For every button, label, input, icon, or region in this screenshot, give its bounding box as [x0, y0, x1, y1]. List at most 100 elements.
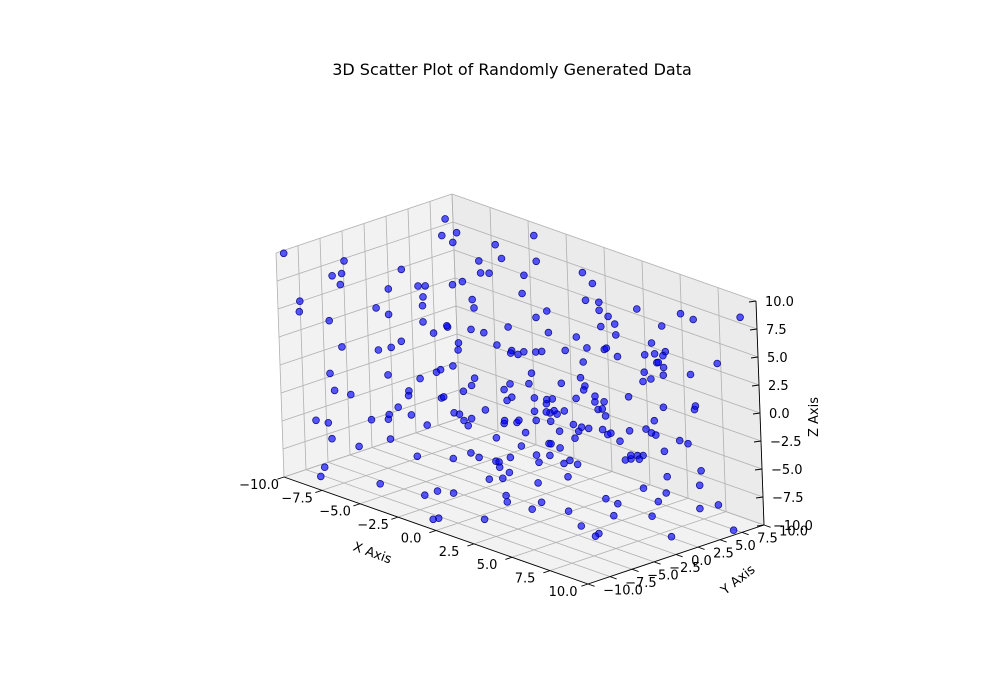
data-point	[686, 370, 695, 379]
data-point	[659, 363, 668, 372]
data-point	[547, 439, 555, 448]
y-tick-label: 7.5	[757, 532, 778, 547]
data-point	[659, 351, 667, 360]
grid-line	[276, 221, 454, 282]
data-point	[346, 390, 355, 399]
data-point	[576, 373, 585, 382]
y-tick-label: 2.5	[713, 546, 734, 561]
data-point	[437, 231, 446, 240]
data-point	[279, 249, 288, 258]
data-point	[598, 425, 607, 434]
z-tick-mark	[754, 468, 763, 471]
data-point	[695, 481, 704, 490]
grid-line	[437, 424, 743, 533]
data-point	[418, 301, 427, 310]
data-point	[534, 479, 542, 487]
grid-line	[280, 333, 458, 394]
data-point	[421, 282, 430, 290]
data-point	[338, 343, 346, 351]
data-point	[384, 285, 393, 293]
data-point	[714, 501, 723, 509]
data-point	[505, 468, 514, 477]
data-point	[376, 479, 385, 488]
y-tick-mark	[741, 531, 749, 536]
data-point	[579, 358, 587, 366]
data-point	[441, 215, 449, 223]
x-tick-label: 5.0	[477, 558, 498, 573]
x-tick-label: −10.0	[239, 478, 279, 493]
data-point	[527, 369, 536, 378]
data-point	[497, 254, 506, 263]
data-point	[572, 333, 581, 341]
data-point	[367, 415, 376, 424]
x-axis-label: X Axis	[351, 540, 394, 568]
z-tick-mark	[749, 328, 758, 331]
data-point	[596, 322, 605, 331]
data-point	[600, 397, 608, 406]
data-point	[493, 341, 501, 349]
data-point	[416, 374, 424, 383]
data-point	[548, 395, 557, 403]
data-point	[386, 435, 395, 443]
data-point	[491, 240, 500, 249]
data-point	[601, 412, 610, 420]
data-point	[429, 329, 438, 337]
data-point	[498, 474, 507, 483]
y-tick-mark	[675, 554, 683, 558]
data-point	[324, 418, 333, 427]
data-point	[657, 322, 666, 330]
data-point	[624, 392, 633, 401]
data-point	[577, 423, 586, 432]
data-point	[404, 391, 413, 400]
data-point	[591, 532, 600, 540]
data-point	[514, 350, 522, 359]
data-point	[588, 279, 597, 288]
x-tick-mark	[391, 516, 399, 520]
data-point	[474, 257, 483, 265]
data-point	[419, 293, 427, 301]
grid-line	[371, 447, 677, 555]
z-tick-label: −7.5	[772, 491, 804, 506]
data-point	[675, 436, 684, 445]
x-tick-mark	[505, 556, 513, 560]
chart-title: 3D Scatter Plot of Randomly Generated Da…	[332, 60, 692, 79]
data-point	[569, 420, 578, 429]
data-point	[639, 484, 648, 493]
z-tick-label: −5.0	[771, 463, 803, 478]
data-point	[555, 427, 564, 436]
data-point	[433, 487, 442, 495]
data-point	[449, 362, 457, 370]
data-point	[340, 257, 348, 265]
data-point	[528, 505, 536, 514]
data-point	[584, 424, 593, 433]
x-tick-mark	[543, 570, 551, 574]
data-point	[467, 381, 476, 390]
data-point	[613, 499, 622, 508]
x-tick-label: −7.5	[281, 491, 313, 506]
data-point	[604, 312, 612, 321]
data-point	[337, 269, 346, 278]
data-point	[542, 307, 551, 315]
data-point	[464, 421, 473, 430]
data-point	[537, 498, 546, 507]
data-point	[602, 494, 610, 503]
data-point	[659, 371, 668, 380]
data-point	[518, 289, 526, 298]
grid-line	[451, 193, 757, 302]
data-point	[316, 472, 325, 481]
data-point	[647, 339, 656, 347]
y-tick-label: −7.5	[625, 576, 657, 591]
data-point	[520, 271, 528, 280]
axis-ticks: −10.0−7.5−5.0−2.50.02.55.07.510.0 −10.0−7…	[239, 295, 813, 600]
y-tick-label: 10.0	[779, 524, 808, 539]
x-tick-mark	[353, 503, 361, 507]
data-point	[579, 386, 588, 394]
data-point	[564, 472, 572, 481]
y-tick-mark	[763, 524, 771, 528]
grid-line	[415, 432, 721, 541]
data-point	[467, 414, 476, 423]
z-tick-label: −10.0	[773, 519, 813, 534]
data-point	[667, 532, 676, 541]
data-point	[713, 359, 721, 368]
x-tick-label: −2.5	[357, 518, 389, 533]
